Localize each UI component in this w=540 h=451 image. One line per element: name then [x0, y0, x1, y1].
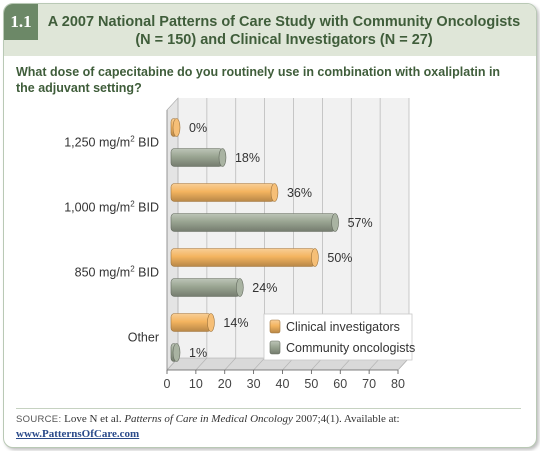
source-label: SOURCE:	[16, 414, 62, 425]
source-note: SOURCE: Love N et al. Patterns of Care i…	[16, 408, 521, 441]
bar-clinical-cap	[207, 313, 215, 332]
data-label: 0%	[189, 121, 207, 135]
x-tick-label: 70	[362, 377, 376, 391]
legend-swatch	[269, 319, 281, 334]
data-label: 1%	[189, 346, 207, 360]
figure-number: 1.1	[4, 4, 38, 40]
source-italic: Patterns of Care in Medical Oncology	[124, 413, 293, 425]
legend-box	[263, 313, 413, 361]
source-text-after: 2007;4(1). Available at:	[292, 413, 400, 425]
bar-community	[170, 148, 223, 167]
legend-label: Clinical investigators	[286, 320, 400, 334]
figure-header: 1.1 A 2007 National Patterns of Care Stu…	[4, 4, 536, 56]
survey-question: What dose of capecitabine do you routine…	[16, 65, 501, 95]
bar-community-cap	[218, 148, 227, 167]
source-text-before: Love N et al.	[61, 413, 125, 425]
data-label: 14%	[223, 316, 248, 330]
gridline-floor	[253, 357, 265, 371]
bar-clinical-cap	[270, 183, 279, 202]
figure-title: A 2007 National Patterns of Care Study w…	[44, 13, 524, 49]
bar-community-cap	[236, 278, 244, 297]
source-link[interactable]: www.PatternsOfCare.com	[16, 428, 140, 440]
bar-community	[170, 278, 241, 297]
x-tick-label: 0	[164, 377, 171, 391]
x-tick-label: 10	[189, 377, 203, 391]
x-tick-label: 60	[333, 377, 347, 391]
legend-swatch	[269, 340, 281, 355]
x-tick-label: 40	[276, 377, 290, 391]
data-label: 36%	[287, 186, 312, 200]
plot-back-wall	[167, 98, 409, 370]
data-label: 57%	[348, 216, 373, 230]
x-tick-label: 80	[391, 377, 405, 391]
bar-clinical-cap	[172, 118, 181, 137]
x-tick-label: 20	[218, 377, 232, 391]
category-label: 1,000 mg/m2 BID	[64, 200, 159, 215]
bar-community	[170, 213, 336, 232]
data-label: 18%	[235, 151, 260, 165]
data-label: 50%	[327, 251, 352, 265]
bar-clinical	[170, 183, 275, 202]
bar-community-cap	[172, 343, 181, 362]
category-label: 850 mg/m2 BID	[75, 265, 159, 280]
bar-clinical	[170, 313, 212, 332]
gridline-floor	[224, 357, 237, 371]
x-tick-label: 50	[304, 377, 318, 391]
gridline-floor	[195, 357, 208, 371]
figure-title-line2: (N = 150) and Clinical Investigators (N …	[135, 32, 433, 48]
legend-label: Community oncologists	[286, 341, 415, 355]
figure-frame: 1.1 A 2007 National Patterns of Care Stu…	[3, 3, 537, 448]
bar-clinical	[170, 248, 316, 267]
data-label: 24%	[252, 281, 277, 295]
bar-clinical-cap	[311, 248, 319, 267]
category-label: Other	[128, 331, 159, 345]
x-tick-label: 30	[247, 377, 261, 391]
figure-title-line1: A 2007 National Patterns of Care Study w…	[47, 14, 521, 30]
category-label: 1,250 mg/m2 BID	[64, 135, 159, 150]
bar-community-cap	[331, 213, 339, 232]
